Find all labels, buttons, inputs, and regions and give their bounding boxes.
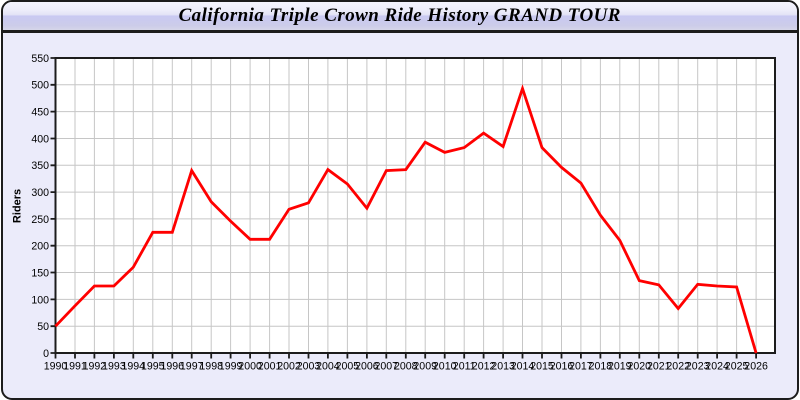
svg-text:2004: 2004 [316,361,340,373]
svg-text:400: 400 [31,133,49,145]
svg-text:2024: 2024 [705,361,729,373]
svg-text:2000: 2000 [238,361,262,373]
svg-text:450: 450 [31,107,49,119]
svg-text:2023: 2023 [686,361,710,373]
svg-text:2002: 2002 [277,361,301,373]
svg-text:2001: 2001 [258,361,282,373]
svg-text:500: 500 [31,80,49,92]
svg-text:1999: 1999 [219,361,243,373]
svg-text:2008: 2008 [394,361,418,373]
svg-text:2020: 2020 [628,361,652,373]
svg-text:150: 150 [31,267,49,279]
svg-text:Riders: Riders [12,189,24,223]
svg-text:2007: 2007 [375,361,399,373]
svg-text:1992: 1992 [83,361,107,373]
svg-text:2017: 2017 [569,361,593,373]
svg-text:100: 100 [31,294,49,306]
svg-text:1996: 1996 [161,361,185,373]
svg-text:2011: 2011 [453,361,476,373]
svg-text:1990: 1990 [44,361,68,373]
svg-text:1995: 1995 [141,361,165,373]
svg-text:2006: 2006 [355,361,379,373]
svg-text:250: 250 [31,214,49,226]
svg-text:50: 50 [37,321,49,333]
svg-text:2012: 2012 [472,361,496,373]
svg-text:2003: 2003 [297,361,321,373]
svg-text:2018: 2018 [589,361,613,373]
svg-text:2025: 2025 [725,361,749,373]
svg-text:0: 0 [43,348,49,360]
svg-text:200: 200 [31,241,49,253]
svg-text:2026: 2026 [744,361,768,373]
svg-text:300: 300 [31,187,49,199]
svg-text:1994: 1994 [122,361,146,373]
svg-text:2022: 2022 [666,361,690,373]
svg-text:2019: 2019 [608,361,632,373]
svg-text:2016: 2016 [550,361,574,373]
svg-text:1997: 1997 [180,361,204,373]
svg-text:2013: 2013 [491,361,515,373]
svg-text:2021: 2021 [647,361,671,373]
svg-text:2014: 2014 [511,361,535,373]
svg-text:2009: 2009 [413,361,437,373]
svg-text:2010: 2010 [433,361,457,373]
svg-text:350: 350 [31,160,49,172]
svg-text:1998: 1998 [199,361,223,373]
svg-text:2015: 2015 [530,361,554,373]
svg-text:550: 550 [31,53,49,65]
svg-text:2005: 2005 [336,361,360,373]
svg-text:1993: 1993 [102,361,126,373]
svg-text:1991: 1991 [63,361,87,373]
